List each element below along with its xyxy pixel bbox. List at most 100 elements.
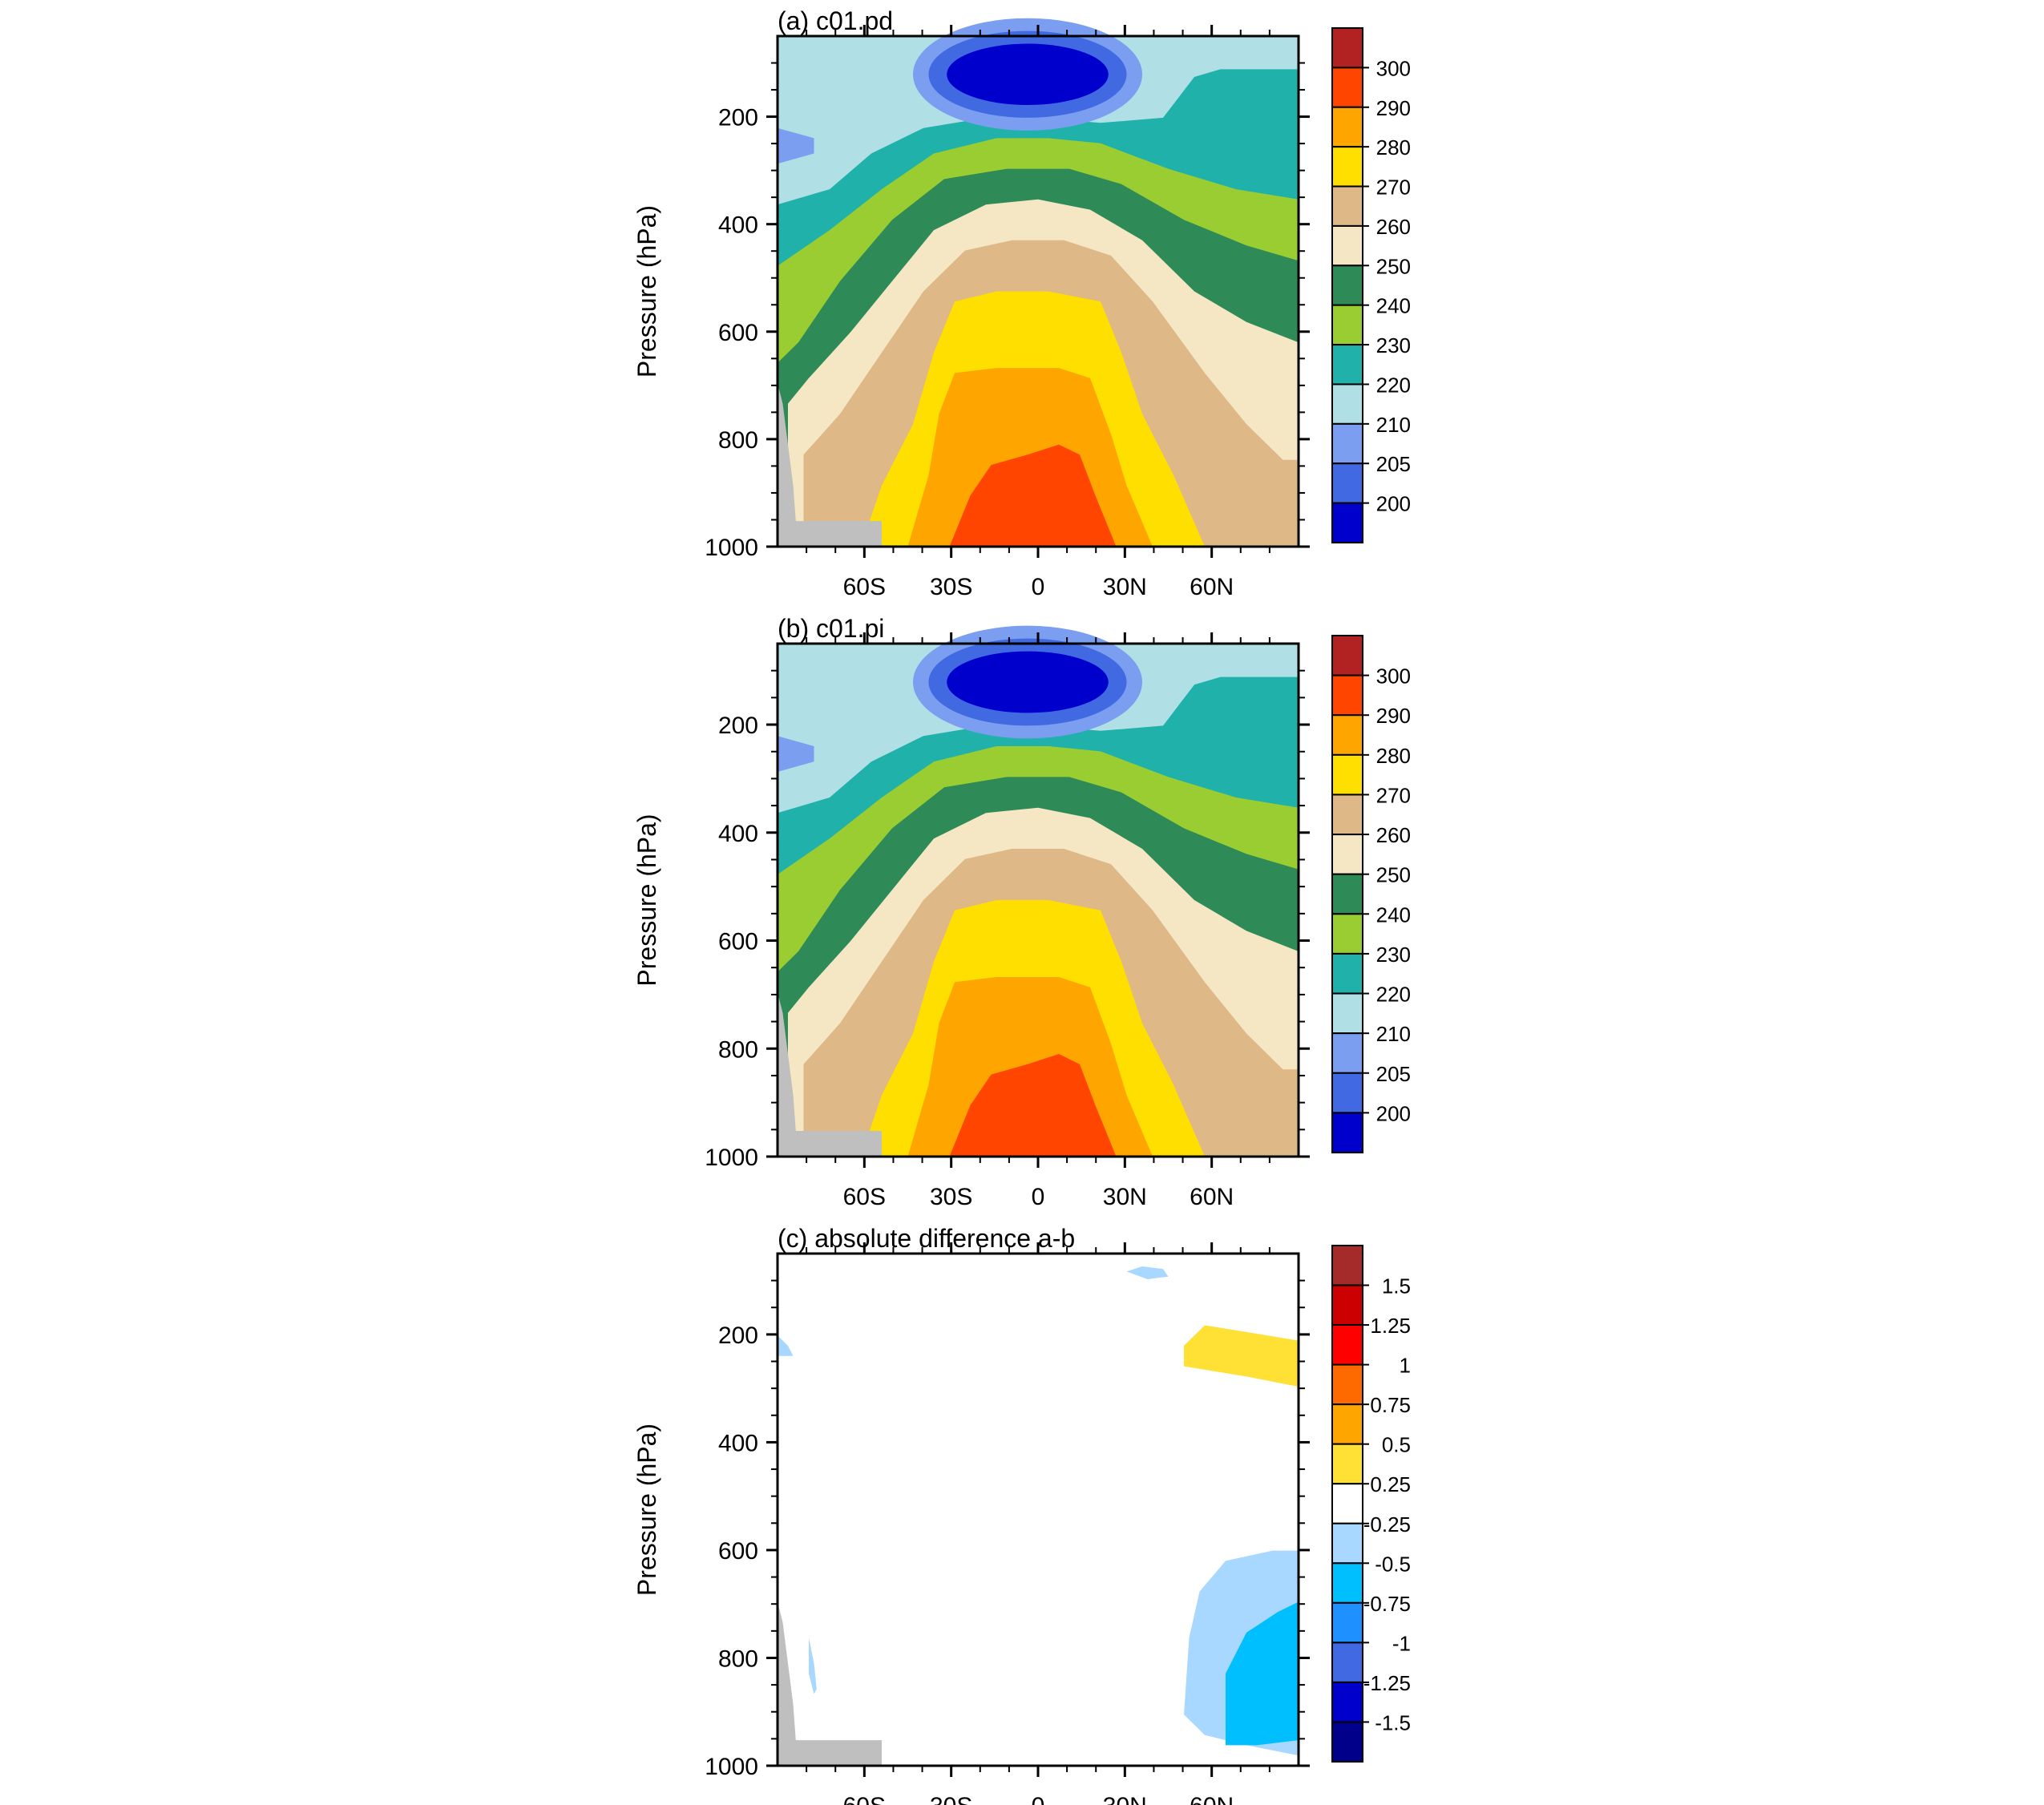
colorbar-label: 230 bbox=[1376, 943, 1411, 967]
colorbar-swatch bbox=[1331, 753, 1363, 796]
x-tick-label: 60S bbox=[843, 1184, 886, 1210]
y-tick-label: 1000 bbox=[705, 535, 758, 561]
colorbar-swatch bbox=[1331, 67, 1363, 108]
colorbar-label: 205 bbox=[1376, 452, 1411, 476]
contour-blob-neg-sh bbox=[809, 1637, 817, 1694]
contour-band-300 bbox=[949, 1054, 1117, 1157]
colorbar-swatch bbox=[1331, 1245, 1363, 1286]
colorbar-swatch bbox=[1331, 674, 1363, 717]
y-tick-label: 600 bbox=[718, 320, 758, 346]
colorbar-label: 0.5 bbox=[1382, 1433, 1411, 1457]
x-tick-label: 60N bbox=[1190, 574, 1234, 600]
colorbar-swatch bbox=[1331, 1032, 1363, 1074]
colorbar-swatch bbox=[1331, 952, 1363, 995]
colorbar-swatch bbox=[1331, 1641, 1363, 1683]
colorbar-swatch bbox=[1331, 422, 1363, 465]
colorbar-swatch bbox=[1331, 834, 1363, 875]
colorbar-swatch bbox=[1331, 635, 1363, 676]
panel-title: (c) absolute difference a-b bbox=[778, 1224, 1075, 1253]
y-tick-label: 800 bbox=[718, 1036, 758, 1063]
colorbar-label: 270 bbox=[1376, 176, 1411, 200]
colorbar-swatch bbox=[1331, 1522, 1363, 1565]
x-tick-label: 0 bbox=[1032, 574, 1045, 600]
colorbar-label: 220 bbox=[1376, 983, 1411, 1007]
colorbar-label: 1.5 bbox=[1382, 1274, 1411, 1298]
panel-c: 200 400 600 800 1000 60S 30S 0 30N 60N Pressure (h… bbox=[632, 1224, 1411, 1805]
colorbar-label: 200 bbox=[1376, 1101, 1411, 1125]
x-tick-label: 30S bbox=[930, 1793, 972, 1805]
contour-blob-neg-left bbox=[778, 1335, 794, 1356]
x-tick-label: 0 bbox=[1032, 1184, 1045, 1210]
colorbar-label: 250 bbox=[1376, 863, 1411, 887]
colorbar-label: -1 bbox=[1392, 1631, 1411, 1655]
x-tick-label: 60N bbox=[1190, 1184, 1234, 1210]
y-axis-title: Pressure (hPa) bbox=[632, 814, 661, 986]
colorbar-swatch bbox=[1331, 502, 1363, 543]
colorbar-swatch bbox=[1331, 873, 1363, 915]
y-axis-title: Pressure (hPa) bbox=[632, 205, 661, 378]
colorbar-label: -1.5 bbox=[1375, 1710, 1411, 1734]
y-tick-label: 800 bbox=[718, 1645, 758, 1672]
colorbar-swatch bbox=[1331, 992, 1363, 1035]
colorbar-label: 240 bbox=[1376, 294, 1411, 318]
colorbar-swatch bbox=[1331, 714, 1363, 756]
colorbar-label: 280 bbox=[1376, 744, 1411, 768]
colorbar-label: 1.25 bbox=[1370, 1314, 1411, 1338]
colorbar-swatch bbox=[1331, 344, 1363, 386]
colorbar-swatch bbox=[1331, 1112, 1363, 1154]
y-tick-label: 400 bbox=[718, 1430, 758, 1456]
colorbar-swatch bbox=[1331, 1562, 1363, 1604]
contour-blob-neg-top bbox=[1126, 1266, 1169, 1279]
colorbar-label: 205 bbox=[1376, 1062, 1411, 1086]
contour-band-300 bbox=[949, 444, 1117, 547]
colorbar-swatch bbox=[1331, 1443, 1363, 1485]
y-axis-title: Pressure (hPa) bbox=[632, 1423, 661, 1596]
y-tick-label: 200 bbox=[718, 713, 758, 739]
land-mask bbox=[778, 1601, 882, 1766]
x-tick-label: 60N bbox=[1190, 1793, 1234, 1805]
colorbar-label: 280 bbox=[1376, 135, 1411, 160]
contour-blob-pos-right bbox=[1184, 1325, 1299, 1387]
colorbar-label: 200 bbox=[1376, 492, 1411, 516]
x-tick-label: 30N bbox=[1103, 574, 1147, 600]
colorbar-swatch bbox=[1331, 793, 1363, 836]
contour-blob-205-left bbox=[778, 736, 814, 772]
colorbar-swatch bbox=[1331, 1601, 1363, 1644]
y-tick-label: 1000 bbox=[705, 1754, 758, 1780]
x-tick-label: 60S bbox=[843, 574, 886, 600]
colorbar-label: 260 bbox=[1376, 823, 1411, 847]
y-tick-label: 600 bbox=[718, 929, 758, 955]
colorbar-swatch bbox=[1331, 264, 1363, 306]
colorbar-swatch bbox=[1331, 224, 1363, 267]
colorbar-label: 0.25 bbox=[1370, 1472, 1411, 1496]
land-mask bbox=[778, 992, 882, 1157]
colorbar-swatch bbox=[1331, 1072, 1363, 1114]
colorbar-label: 250 bbox=[1376, 254, 1411, 278]
colorbar-label: 0.75 bbox=[1370, 1393, 1411, 1417]
contour-blob-neg2-right bbox=[1226, 1601, 1299, 1746]
colorbar-label: -1.25 bbox=[1363, 1671, 1411, 1695]
x-tick-label: 30S bbox=[930, 574, 972, 600]
panel-a: 200 400 600 800 1000 60S 30S 0 30N 60N Pressure (h… bbox=[632, 6, 1411, 600]
y-tick-label: 1000 bbox=[705, 1145, 758, 1171]
colorbar-swatch bbox=[1331, 106, 1363, 148]
colorbar-label: 300 bbox=[1376, 56, 1411, 80]
contour-core-200 bbox=[947, 651, 1109, 713]
panel-title: (b) c01.pi bbox=[778, 614, 884, 643]
colorbar-label: -0.5 bbox=[1375, 1552, 1411, 1576]
colorbar-swatch bbox=[1331, 1403, 1363, 1445]
y-tick-label: 400 bbox=[718, 212, 758, 239]
colorbar-swatch bbox=[1331, 27, 1363, 69]
colorbar-swatch bbox=[1331, 913, 1363, 955]
colorbar-label: 290 bbox=[1376, 704, 1411, 728]
colorbar-swatch bbox=[1331, 304, 1363, 346]
y-tick-label: 400 bbox=[718, 821, 758, 847]
colorbar-swatch bbox=[1331, 1284, 1363, 1326]
colorbar-swatch bbox=[1331, 185, 1363, 227]
y-tick-label: 200 bbox=[718, 105, 758, 131]
x-tick-label: 30N bbox=[1103, 1793, 1147, 1805]
colorbar-label: 210 bbox=[1376, 413, 1411, 437]
y-tick-label: 200 bbox=[718, 1322, 758, 1349]
colorbar-label: 210 bbox=[1376, 1022, 1411, 1046]
contour-core-200 bbox=[947, 43, 1109, 105]
